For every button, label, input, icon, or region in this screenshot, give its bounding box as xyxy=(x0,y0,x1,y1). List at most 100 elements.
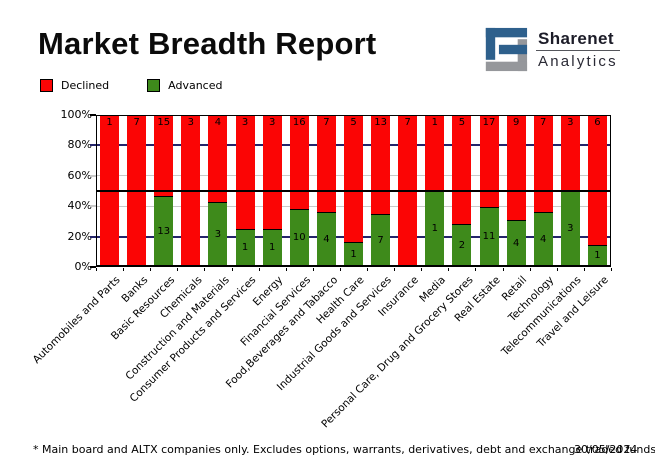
x-axis-tick xyxy=(123,268,125,271)
legend-label-advanced: Advanced xyxy=(168,79,223,92)
bar-advanced-segment xyxy=(533,212,553,267)
report-date: 30/05/2024 xyxy=(574,443,638,456)
bar-value-label-declined: 5 xyxy=(458,117,466,128)
legend-item-advanced: Advanced xyxy=(147,79,222,92)
brand-subtitle: Analytics xyxy=(538,53,618,70)
bar-value-label-advanced: 4 xyxy=(512,237,520,249)
legend-label-declined: Declined xyxy=(61,79,110,92)
bar-declined-segment xyxy=(235,115,255,229)
x-axis-tick xyxy=(96,268,97,271)
bar-advanced-segment xyxy=(316,212,336,267)
bar-advanced-segment xyxy=(452,224,472,267)
bar-value-label-declined: 9 xyxy=(512,117,520,128)
bar-value-label-advanced: 13 xyxy=(157,225,171,237)
bar-value-label-declined: 3 xyxy=(268,117,276,128)
bar-advanced-segment xyxy=(262,229,282,267)
x-axis-tick xyxy=(556,268,558,271)
bar-value-label-advanced: 1 xyxy=(241,242,249,253)
bar-value-label-declined: 1 xyxy=(431,117,438,128)
sharenet-logo: Sharenet Analytics xyxy=(483,27,643,73)
bar-value-label-advanced: 1 xyxy=(350,248,357,260)
y-axis-tick xyxy=(90,205,96,208)
x-axis-tick xyxy=(312,268,314,271)
bar-value-label-advanced: 1 xyxy=(431,223,438,234)
x-axis-tick xyxy=(448,268,450,271)
bar-value-label-declined: 4 xyxy=(214,117,222,128)
x-axis-tick xyxy=(204,268,206,271)
bar-declined-segment xyxy=(425,115,445,191)
y-axis-tick xyxy=(90,235,96,238)
bar-declined-segment xyxy=(506,115,526,220)
bar-value-label-declined: 13 xyxy=(374,117,387,128)
x-axis-tick xyxy=(502,268,504,271)
y-axis-tick xyxy=(90,174,96,177)
x-axis-tick xyxy=(339,268,341,271)
legend: Declined Advanced xyxy=(40,79,222,92)
x-axis-tick xyxy=(394,268,396,271)
bar-declined-segment xyxy=(344,115,363,242)
bar-value-label-advanced: 3 xyxy=(214,228,222,240)
y-axis-tick xyxy=(90,266,96,268)
bar-value-label-advanced: 2 xyxy=(458,239,466,251)
bar-value-label-declined: 7 xyxy=(540,117,547,128)
bar-value-label-declined: 16 xyxy=(292,117,306,128)
bar-value-label-advanced: 3 xyxy=(567,223,574,234)
sharenet-logo-icon xyxy=(485,27,528,72)
bar-declined-segment xyxy=(316,115,336,212)
x-axis-tick xyxy=(231,268,233,271)
bar-declined-segment xyxy=(560,115,580,191)
bar-declined-segment xyxy=(479,115,499,207)
bar-value-label-declined: 7 xyxy=(404,117,411,128)
x-axis-tick xyxy=(177,268,179,271)
bar-value-label-declined: 6 xyxy=(594,117,601,128)
bar-value-label-declined: 7 xyxy=(323,117,330,128)
bar-value-label-declined: 7 xyxy=(133,117,140,128)
bar-value-label-advanced: 1 xyxy=(268,242,276,253)
y-axis-label: 0% xyxy=(74,260,92,273)
bar-value-label-advanced: 10 xyxy=(292,232,306,243)
bar-value-label-declined: 1 xyxy=(106,117,113,128)
y-axis-label: 20% xyxy=(67,229,92,243)
x-axis-tick xyxy=(421,268,423,271)
bar-advanced-segment xyxy=(154,196,174,267)
fifty-percent-line xyxy=(96,190,611,192)
x-axis-tick xyxy=(258,268,260,271)
bar-value-label-declined: 15 xyxy=(157,117,171,128)
bar-advanced-segment xyxy=(371,214,391,267)
bar-declined-segment xyxy=(452,115,472,224)
bar-advanced-segment xyxy=(289,209,309,267)
brand-text: Sharenet Analytics xyxy=(536,27,620,70)
bar-advanced-segment xyxy=(235,229,255,267)
bar-value-label-declined: 3 xyxy=(567,117,574,128)
y-axis-tick xyxy=(90,114,96,116)
y-axis-label: 40% xyxy=(67,199,92,213)
x-axis-tick xyxy=(529,268,531,271)
bar-advanced-segment xyxy=(479,207,499,267)
bar-value-label-declined: 5 xyxy=(350,117,357,128)
bar-advanced-segment xyxy=(344,242,363,267)
bar-value-label-declined: 3 xyxy=(241,117,249,128)
bar-value-label-advanced: 7 xyxy=(377,234,384,246)
bar-declined-segment xyxy=(208,115,228,202)
bar-advanced-segment xyxy=(208,202,228,267)
bar-declined-segment xyxy=(533,115,553,212)
bar-declined-segment xyxy=(154,115,174,196)
bar-value-label-declined: 17 xyxy=(482,117,496,128)
y-axis-tick xyxy=(90,144,96,147)
y-axis-label: 60% xyxy=(67,168,92,182)
bar-declined-segment xyxy=(371,115,391,214)
x-axis-label: Automobiles and Parts xyxy=(31,274,124,366)
declined-swatch-icon xyxy=(40,79,53,92)
bar-value-label-declined: 3 xyxy=(187,117,195,128)
advanced-swatch-icon xyxy=(147,79,161,92)
y-axis-label: 80% xyxy=(67,138,92,152)
x-axis-tick xyxy=(150,268,152,271)
bar-value-label-advanced: 4 xyxy=(323,233,330,245)
plot-border xyxy=(96,115,611,267)
bar-advanced-segment xyxy=(587,245,607,267)
bar-value-label-advanced: 1 xyxy=(594,250,601,261)
brand-name: Sharenet xyxy=(536,27,620,51)
legend-item-declined: Declined xyxy=(40,79,109,92)
